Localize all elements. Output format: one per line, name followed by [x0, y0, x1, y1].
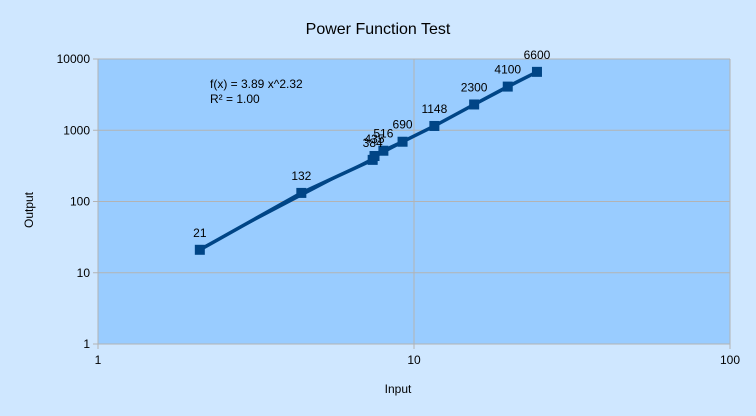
data-label: 4100 — [494, 63, 521, 77]
axes: 1 10 100 1000 10000 1 10 100 — [57, 52, 741, 367]
chart-title: Power Function Test — [306, 21, 451, 38]
y-tick-label: 1 — [83, 337, 90, 351]
data-label: 2300 — [461, 80, 488, 94]
data-point — [429, 120, 440, 131]
data-label: 384 — [363, 136, 383, 150]
data-point — [369, 151, 380, 162]
x-tick-label: 100 — [720, 353, 740, 367]
trendline-r-squared: R² = 1.00 — [210, 92, 260, 106]
data-point — [502, 81, 513, 92]
trendline-equation: f(x) = 3.89 x^2.32 — [210, 77, 303, 91]
data-label: 21 — [193, 226, 207, 240]
data-label: 6600 — [524, 48, 551, 62]
y-tick-label: 10000 — [57, 52, 91, 66]
data-label: 435 — [365, 132, 385, 146]
data-label: 690 — [393, 118, 413, 132]
y-tick-label: 100 — [70, 195, 90, 209]
data-point — [531, 66, 542, 77]
data-label: 132 — [291, 169, 311, 183]
series-line — [198, 70, 538, 252]
data-label: 1148 — [421, 102, 447, 116]
series — [194, 66, 542, 255]
y-tick-label: 1000 — [63, 123, 90, 137]
data-label: 516 — [373, 127, 393, 141]
y-tick-label: 10 — [77, 266, 91, 280]
y-axis-label: Output — [22, 191, 36, 228]
data-point — [397, 136, 408, 147]
data-point — [469, 99, 480, 110]
x-tick-label: 1 — [95, 353, 102, 367]
data-point — [378, 145, 389, 156]
x-axis-label: Input — [385, 382, 412, 396]
data-point — [194, 244, 205, 255]
x-tick-label: 10 — [407, 353, 421, 367]
data-point — [296, 187, 307, 198]
